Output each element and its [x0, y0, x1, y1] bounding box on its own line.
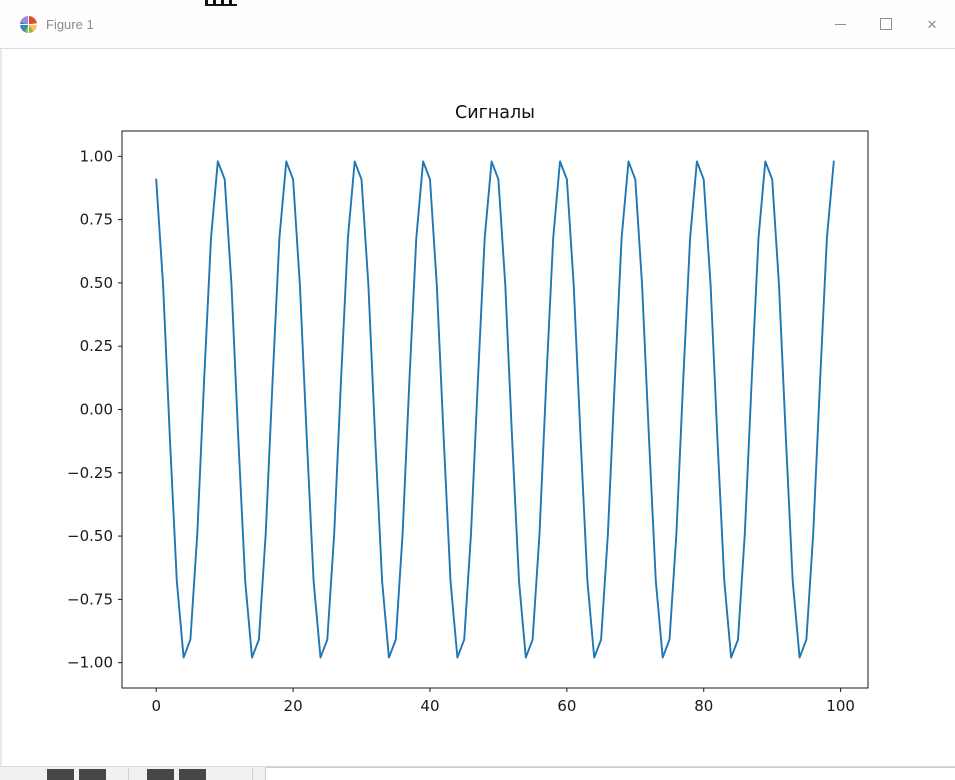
- title-bar[interactable]: Figure 1 ✕: [0, 0, 955, 49]
- y-tick-label: −1.00: [67, 654, 113, 672]
- minimize-icon: [834, 23, 846, 25]
- y-tick-label: −0.50: [67, 527, 113, 545]
- x-tick-label: 40: [420, 697, 439, 715]
- axes-border: [121, 130, 869, 689]
- y-tick-label: 0.75: [80, 211, 113, 229]
- chart-title: Сигналы: [455, 103, 535, 123]
- close-icon: ✕: [926, 16, 938, 32]
- close-button[interactable]: ✕: [909, 0, 955, 48]
- x-tick-label: 80: [694, 697, 713, 715]
- toolbar-separator: [252, 768, 253, 780]
- y-tick-label: −0.25: [67, 464, 113, 482]
- x-tick-label: 20: [284, 697, 303, 715]
- toolbar-icon-fragment[interactable]: [147, 769, 174, 780]
- matplotlib-icon: [20, 15, 37, 33]
- signal-line: [155, 160, 835, 659]
- y-tick-label: −0.75: [67, 590, 113, 608]
- x-tick-label: 60: [557, 697, 576, 715]
- toolbar-icon-fragment[interactable]: [179, 769, 206, 780]
- toolbar-icon-fragment[interactable]: [79, 769, 106, 780]
- minimize-button[interactable]: [817, 0, 863, 48]
- maximize-button[interactable]: [863, 0, 909, 48]
- maximize-icon: [880, 18, 892, 30]
- toolbar-partial[interactable]: [0, 766, 955, 780]
- y-tick-label: 1.00: [80, 147, 113, 165]
- y-tick-label: 0.50: [80, 274, 113, 292]
- toolbar-icon-fragment[interactable]: [47, 769, 74, 780]
- top-edge-artifact: [205, 0, 237, 6]
- y-tick-label: 0.00: [80, 401, 113, 419]
- toolbar-field-partial[interactable]: [265, 767, 955, 780]
- window-title: Figure 1: [46, 16, 94, 32]
- toolbar-separator: [128, 768, 129, 780]
- y-tick-label: 0.25: [80, 337, 113, 355]
- window-controls: ✕: [817, 0, 955, 48]
- x-tick-label: 0: [151, 697, 161, 715]
- x-tick-label: 100: [826, 697, 855, 715]
